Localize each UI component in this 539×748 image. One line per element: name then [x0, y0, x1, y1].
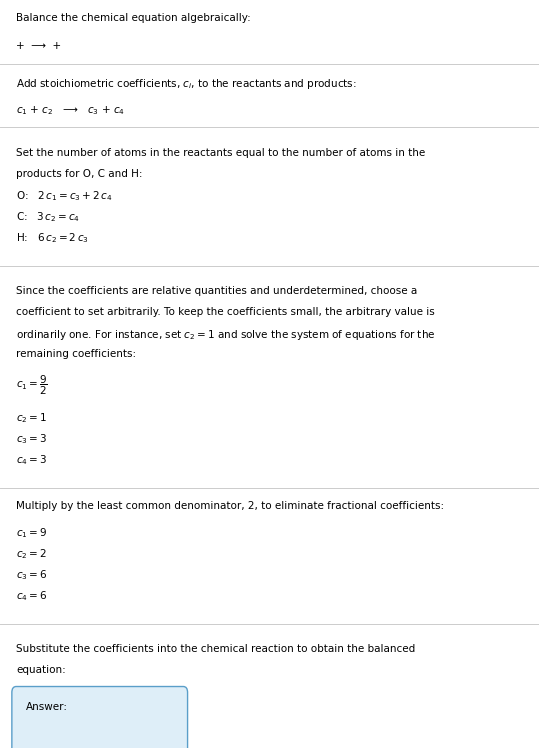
Text: +  ⟶  +: + ⟶ +	[16, 40, 61, 51]
Text: $c_3 = 3$: $c_3 = 3$	[16, 432, 47, 447]
Text: Set the number of atoms in the reactants equal to the number of atoms in the: Set the number of atoms in the reactants…	[16, 147, 425, 158]
Text: remaining coefficients:: remaining coefficients:	[16, 349, 136, 359]
Text: H:   $6\,c_2 = 2\,c_3$: H: $6\,c_2 = 2\,c_3$	[16, 231, 89, 245]
Text: $c_4 = 3$: $c_4 = 3$	[16, 453, 47, 468]
Text: $c_1 = \dfrac{9}{2}$: $c_1 = \dfrac{9}{2}$	[16, 374, 48, 397]
Text: products for O, C and H:: products for O, C and H:	[16, 168, 143, 179]
Text: $c_4 = 6$: $c_4 = 6$	[16, 589, 47, 603]
Text: $c_1 = 9$: $c_1 = 9$	[16, 527, 47, 540]
FancyBboxPatch shape	[12, 687, 188, 748]
Text: ordinarily one. For instance, set $c_2 = 1$ and solve the system of equations fo: ordinarily one. For instance, set $c_2 =…	[16, 328, 436, 342]
Text: Add stoichiometric coefficients, $c_i$, to the reactants and products:: Add stoichiometric coefficients, $c_i$, …	[16, 77, 357, 91]
Text: O:   $2\,c_1 = c_3 + 2\,c_4$: O: $2\,c_1 = c_3 + 2\,c_4$	[16, 189, 113, 203]
Text: C:   $3\,c_2 = c_4$: C: $3\,c_2 = c_4$	[16, 210, 80, 224]
Text: Substitute the coefficients into the chemical reaction to obtain the balanced: Substitute the coefficients into the che…	[16, 644, 416, 654]
Text: $c_3 = 6$: $c_3 = 6$	[16, 568, 47, 582]
Text: Answer:: Answer:	[26, 702, 68, 712]
Text: $c_2 = 1$: $c_2 = 1$	[16, 411, 47, 426]
Text: $c_1$ + $c_2$   ⟶   $c_3$ + $c_4$: $c_1$ + $c_2$ ⟶ $c_3$ + $c_4$	[16, 105, 125, 117]
Text: coefficient to set arbitrarily. To keep the coefficients small, the arbitrary va: coefficient to set arbitrarily. To keep …	[16, 307, 435, 317]
Text: Since the coefficients are relative quantities and underdetermined, choose a: Since the coefficients are relative quan…	[16, 286, 417, 296]
Text: $c_2 = 2$: $c_2 = 2$	[16, 548, 47, 561]
Text: Balance the chemical equation algebraically:: Balance the chemical equation algebraica…	[16, 13, 251, 23]
Text: equation:: equation:	[16, 665, 66, 675]
Text: Multiply by the least common denominator, 2, to eliminate fractional coefficient: Multiply by the least common denominator…	[16, 501, 444, 512]
